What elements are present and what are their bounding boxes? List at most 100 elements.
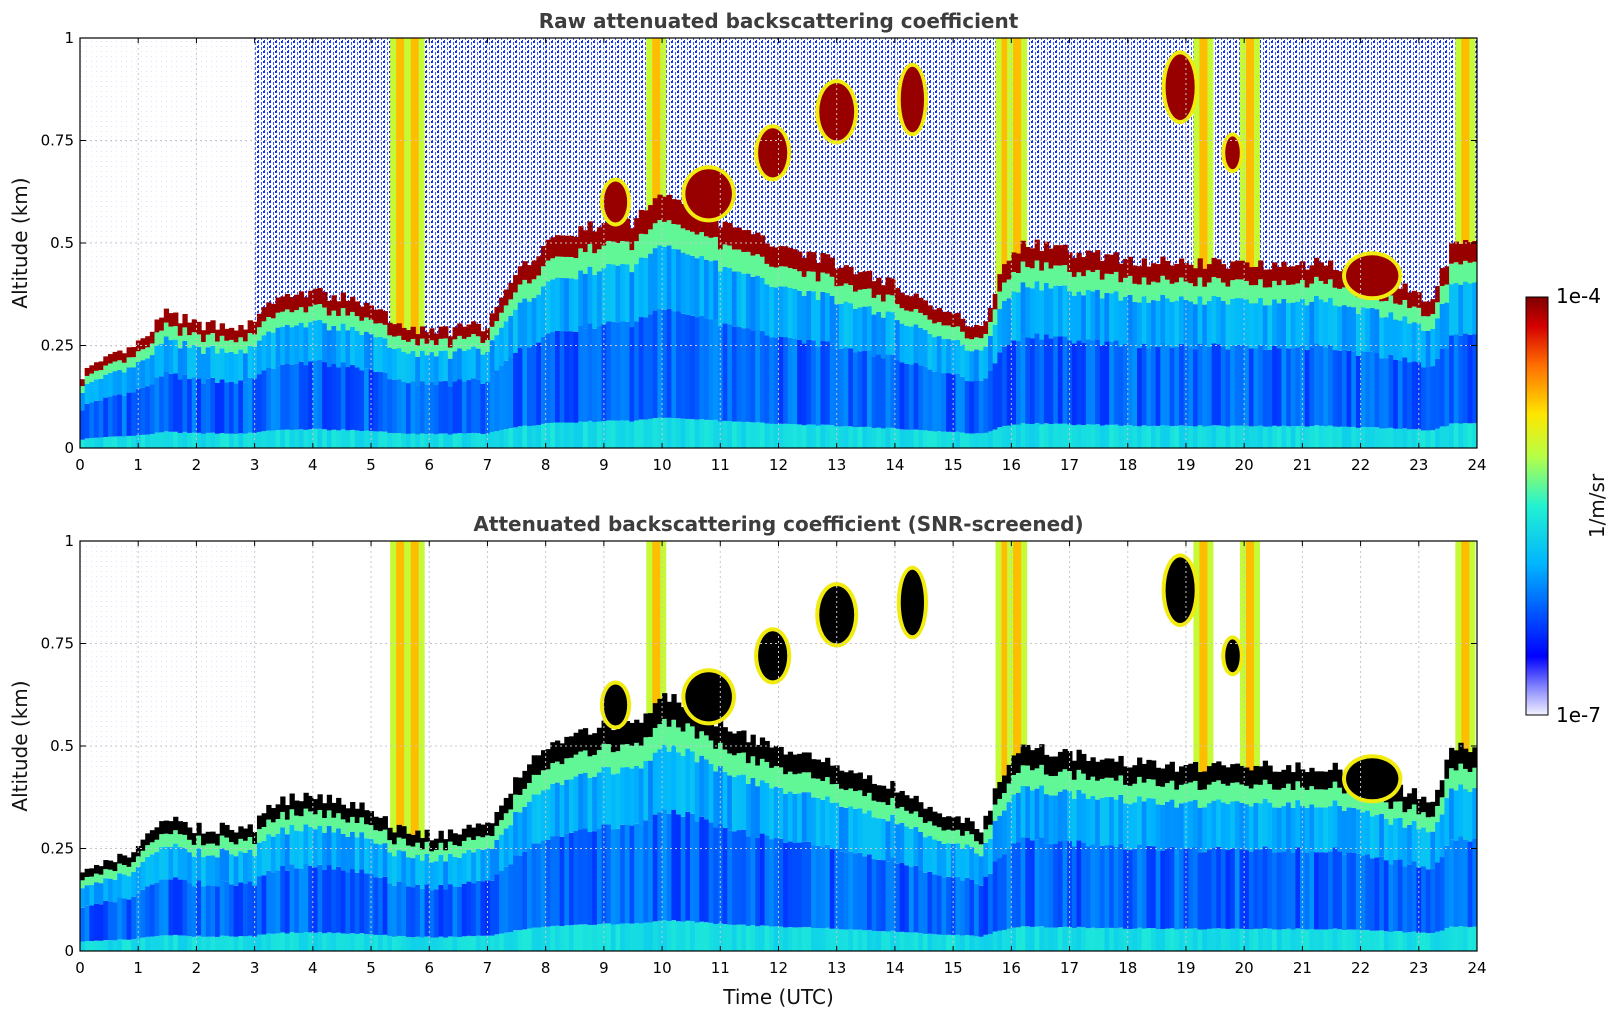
- data-cell: [140, 349, 146, 361]
- panel-1-plot-area: [80, 38, 1482, 448]
- data-cell: [913, 309, 919, 325]
- data-cell: [1076, 272, 1082, 292]
- data-cell: [922, 822, 929, 838]
- data-cell: [1365, 810, 1371, 855]
- data-cell: [848, 851, 854, 930]
- data-cell: [1113, 928, 1120, 951]
- data-cell: [503, 866, 510, 933]
- data-cell: [182, 327, 188, 341]
- data-cell: [322, 307, 328, 324]
- data-cell: [992, 820, 998, 862]
- data-cell: [708, 419, 714, 448]
- data-cell: [932, 371, 938, 432]
- data-cell: [280, 311, 286, 327]
- data-cell: [1174, 346, 1180, 426]
- data-cell: [522, 345, 528, 426]
- data-cell: [596, 727, 603, 751]
- data-cell: [1323, 426, 1329, 448]
- data-cell: [266, 302, 272, 317]
- x-tick-label: 8: [541, 456, 551, 474]
- data-cell: [382, 324, 388, 339]
- data-cell: [387, 347, 393, 380]
- data-cell: [1314, 295, 1320, 344]
- data-cell: [233, 354, 239, 384]
- data-cell: [140, 861, 146, 890]
- data-cell: [1230, 345, 1236, 426]
- x-tick-label: 4: [308, 456, 318, 474]
- data-cell: [1281, 298, 1287, 346]
- data-cell: [1346, 807, 1352, 853]
- data-cell: [1104, 845, 1110, 928]
- data-cell: [578, 751, 584, 774]
- data-cell: [969, 879, 975, 936]
- data-cell: [890, 295, 896, 313]
- data-cell: [899, 931, 905, 951]
- data-cell: [1425, 316, 1432, 331]
- data-cell: [1053, 245, 1059, 266]
- data-cell: [419, 838, 426, 850]
- data-cell: [1258, 260, 1264, 280]
- data-cell: [652, 814, 659, 922]
- data-cell: [1039, 926, 1045, 951]
- data-cell: [1188, 301, 1194, 348]
- data-cell: [1146, 798, 1152, 846]
- data-cell: [191, 377, 198, 433]
- data-cell: [391, 936, 398, 951]
- data-cell: [494, 306, 500, 322]
- data-cell: [1393, 359, 1399, 429]
- data-cell: [517, 302, 523, 349]
- data-cell: [1188, 801, 1194, 848]
- data-cell: [573, 830, 579, 925]
- data-cell: [508, 864, 514, 933]
- data-cell: [783, 286, 789, 338]
- data-cell: [755, 329, 761, 423]
- data-cell: [1029, 268, 1036, 289]
- data-cell: [1477, 333, 1482, 423]
- data-cell: [792, 793, 798, 843]
- data-cell: [839, 285, 845, 304]
- data-cell: [1379, 301, 1385, 318]
- data-cell: [405, 886, 412, 937]
- data-cell: [964, 817, 971, 832]
- data-cell: [117, 350, 123, 361]
- data-cell: [717, 249, 724, 272]
- data-cell: [1174, 263, 1180, 283]
- data-cell: [112, 351, 118, 362]
- data-cell: [1197, 852, 1203, 930]
- data-cell: [997, 427, 1003, 448]
- data-cell: [1220, 765, 1227, 784]
- data-cell: [885, 311, 891, 355]
- data-cell: [275, 297, 281, 313]
- data-cell: [1341, 305, 1348, 350]
- data-cell: [676, 752, 682, 815]
- data-cell: [513, 855, 519, 931]
- data-cell: [1430, 816, 1436, 832]
- data-cell: [997, 352, 1003, 428]
- data-cell: [168, 431, 174, 448]
- data-cell: [373, 843, 379, 878]
- data-cell: [1197, 807, 1203, 853]
- data-cell: [126, 857, 132, 867]
- data-cell: [1197, 296, 1203, 344]
- data-cell: [1286, 426, 1292, 448]
- data-cell: [1351, 426, 1357, 448]
- data-cell: [1113, 291, 1120, 341]
- data-cell: [1211, 425, 1217, 448]
- data-cell: [741, 924, 747, 951]
- data-cell: [783, 793, 789, 843]
- data-cell: [652, 418, 659, 448]
- data-cell: [787, 267, 794, 288]
- data-cell: [1281, 769, 1287, 788]
- data-cell: [1304, 349, 1310, 427]
- data-cell: [1318, 425, 1324, 448]
- data-cell: [1225, 349, 1231, 427]
- data-cell: [1239, 344, 1245, 426]
- data-cell: [201, 353, 207, 384]
- data-cell: [596, 924, 603, 951]
- data-cell: [410, 846, 416, 859]
- data-cell: [913, 811, 919, 827]
- data-cell: [378, 337, 384, 372]
- data-cell: [648, 713, 654, 737]
- data-cell: [1444, 797, 1450, 846]
- data-cell: [1183, 765, 1189, 784]
